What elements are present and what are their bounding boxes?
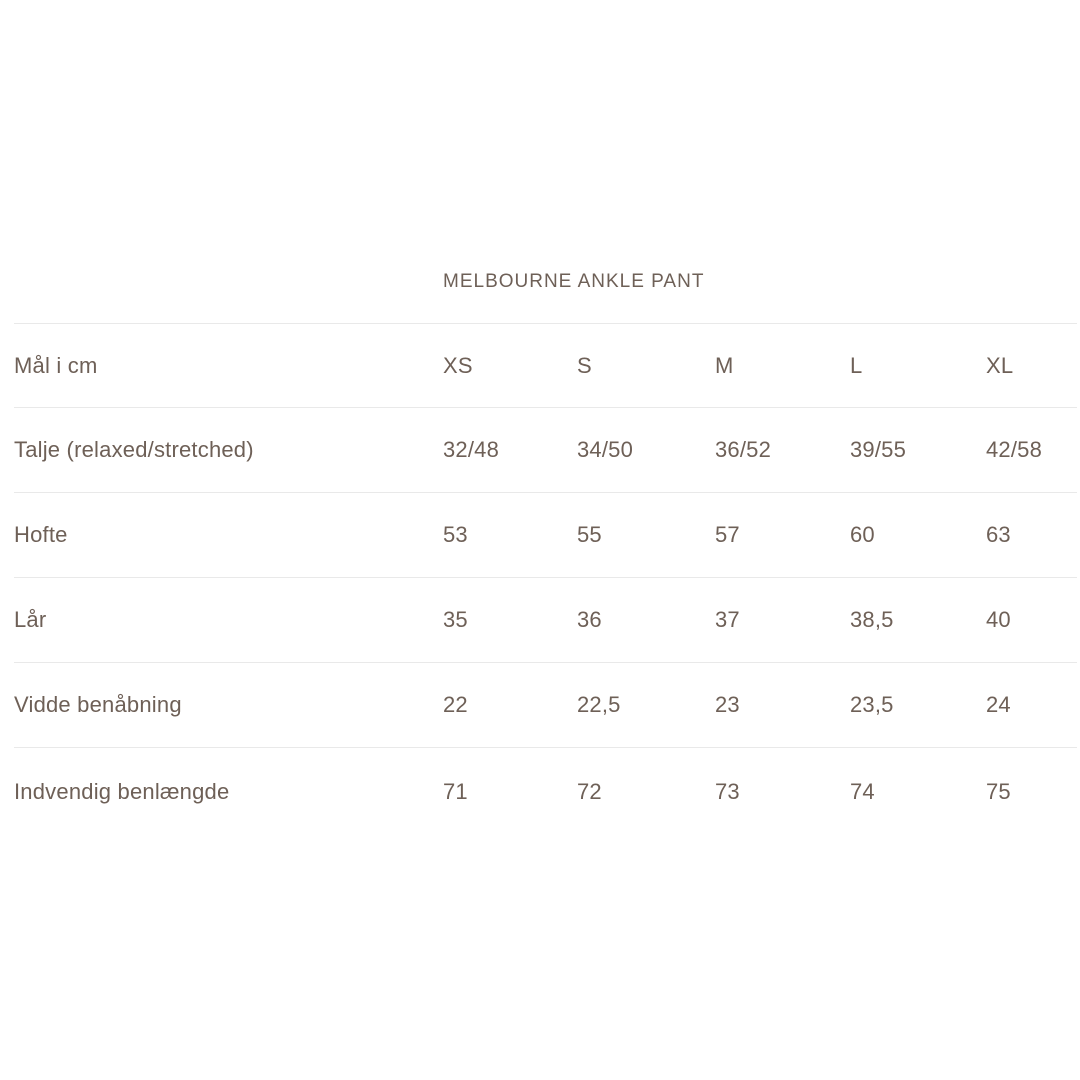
measurement-value: 23 [715,692,740,717]
row-label: Talje (relaxed/stretched) [14,437,254,462]
measurement-value: 57 [715,522,740,547]
measure-unit-header: Mål i cm [14,352,98,378]
measurement-value: 38,5 [850,607,894,632]
measurement-value: 34/50 [577,437,634,462]
measurement-value: 35 [443,607,468,632]
measurement-value: 73 [715,779,740,805]
table-row-indvendig-benlaengde: Indvendig benlængde 71 72 73 74 75 [14,747,1077,837]
measurement-value: 22,5 [577,692,621,717]
measurement-value: 71 [443,779,468,805]
measurement-value: 36 [577,607,602,632]
measurement-value: 74 [850,779,875,805]
measurement-value: 23,5 [850,692,894,717]
row-label: Hofte [14,522,68,547]
size-chart-table: Mål i cm XS S M L XL Talje (relaxed/stre… [14,323,1077,837]
measurement-value: 37 [715,607,740,632]
measurement-value: 63 [986,522,1011,547]
row-label: Indvendig benlængde [14,779,230,805]
measurement-value: 24 [986,692,1011,717]
measurement-value: 40 [986,607,1011,632]
measurement-value: 72 [577,779,602,805]
table-row-hofte: Hofte 53 55 57 60 63 [14,492,1077,578]
size-header-l: L [850,352,863,378]
measurement-value: 42/58 [986,437,1043,462]
measurement-value: 39/55 [850,437,907,462]
measurement-value: 32/48 [443,437,500,462]
table-row-laar: Lår 35 36 37 38,5 40 [14,577,1077,663]
size-table-header-row: Mål i cm XS S M L XL [14,323,1077,408]
table-row-talje: Talje (relaxed/stretched) 32/48 34/50 36… [14,407,1077,493]
measurement-value: 36/52 [715,437,772,462]
size-header-xl: XL [986,352,1014,378]
measurement-value: 55 [577,522,602,547]
size-header-xs: XS [443,352,473,378]
measurement-value: 75 [986,779,1011,805]
size-header-m: M [715,352,734,378]
table-row-vidde-benaabning: Vidde benåbning 22 22,5 23 23,5 24 [14,662,1077,748]
row-label: Lår [14,607,47,632]
measurement-value: 22 [443,692,468,717]
size-header-s: S [577,352,592,378]
row-label: Vidde benåbning [14,692,182,717]
measurement-value: 60 [850,522,875,547]
product-title: MELBOURNE ANKLE PANT [443,271,705,292]
measurement-value: 53 [443,522,468,547]
